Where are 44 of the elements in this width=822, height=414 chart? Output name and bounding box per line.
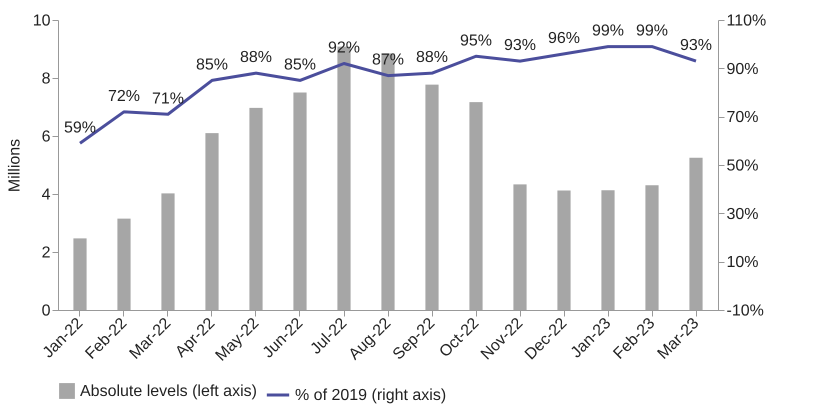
data-label: 85% xyxy=(196,56,228,74)
y-tick-label: 0 xyxy=(42,302,51,320)
data-label: 71% xyxy=(152,90,184,108)
y-tick-label: 4 xyxy=(42,186,51,204)
y-tick-label: 6 xyxy=(42,128,51,146)
data-label: 93% xyxy=(504,37,536,54)
legend-label: % of 2019 (right axis) xyxy=(295,387,446,404)
y2-tick-label: 70% xyxy=(726,109,759,126)
data-label: 88% xyxy=(416,49,448,66)
bar xyxy=(601,190,615,310)
data-label: 88% xyxy=(240,49,272,66)
y-tick-label: 8 xyxy=(42,70,51,88)
data-label: 99% xyxy=(636,22,668,40)
data-label: 93% xyxy=(680,37,712,54)
data-label: 92% xyxy=(328,40,360,56)
bar xyxy=(557,190,571,310)
bar xyxy=(689,158,703,310)
y-tick-label: 10 xyxy=(32,12,51,30)
data-label: 72% xyxy=(108,88,140,105)
bar xyxy=(117,218,131,310)
bar xyxy=(205,133,219,310)
y2-tick-label: 30% xyxy=(726,206,759,223)
data-label: 99% xyxy=(592,22,624,40)
bar xyxy=(425,84,439,310)
y2-tick-label: 110% xyxy=(726,12,766,30)
data-label: 87% xyxy=(372,52,404,69)
data-label: 85% xyxy=(284,56,316,74)
y2-tick-label: 90% xyxy=(726,60,759,78)
bar xyxy=(645,185,659,310)
bar xyxy=(161,193,175,310)
bar xyxy=(469,102,483,310)
data-label: 95% xyxy=(460,32,492,50)
data-label: 96% xyxy=(548,30,580,47)
y2-tick-label: -10% xyxy=(726,302,764,320)
bar xyxy=(513,184,527,310)
legend-label: Absolute levels (left axis) xyxy=(80,383,257,400)
bar xyxy=(73,238,87,310)
bar xyxy=(293,92,307,310)
y-tick-label: 2 xyxy=(42,244,51,262)
data-label: 59% xyxy=(64,119,96,136)
bar xyxy=(249,108,263,310)
y2-tick-label: 50% xyxy=(726,158,759,174)
y-axis-title: Millions xyxy=(6,138,24,192)
y2-tick-label: 10% xyxy=(726,254,759,272)
